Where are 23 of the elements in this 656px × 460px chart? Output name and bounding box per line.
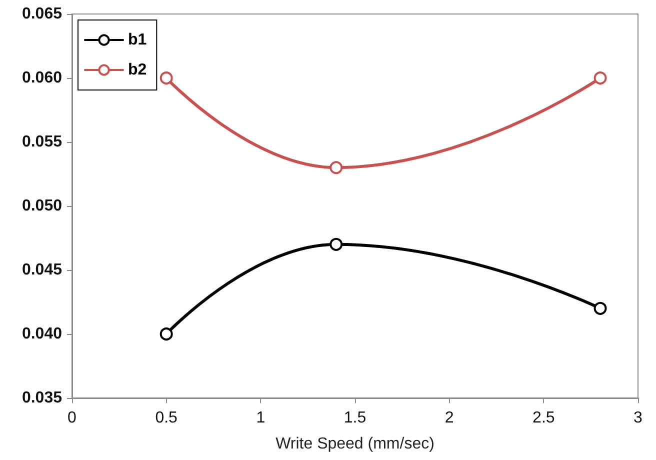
point <box>330 238 343 251</box>
y-tick-label: 0.035 <box>22 390 62 406</box>
y-tick-label: 0.060 <box>22 70 62 86</box>
point <box>330 161 343 174</box>
x-tick-label: 0 <box>68 410 77 426</box>
x-tick-label: 2.5 <box>532 410 555 426</box>
x-tick-label: 2 <box>444 410 454 426</box>
point <box>160 72 173 84</box>
legend-label: b2 <box>128 62 147 78</box>
point <box>594 302 607 315</box>
point <box>594 72 607 84</box>
x-tick-label: 3 <box>634 410 643 426</box>
x-tick-label: 1.5 <box>344 410 366 426</box>
x-tick-label: 1 <box>256 410 266 426</box>
point <box>160 328 173 340</box>
y-tick-label: 0.050 <box>22 198 62 214</box>
y-tick-label: 0.040 <box>22 326 62 342</box>
legend-label: b1 <box>128 32 147 48</box>
x-axis-title: Write Speed (mm/sec) <box>276 436 434 452</box>
x-tick-label: 0.5 <box>155 410 178 426</box>
y-tick-label: 0.055 <box>22 134 62 150</box>
y-tick-label: 0.045 <box>22 262 62 278</box>
y-tick-label: 0.065 <box>22 6 62 22</box>
